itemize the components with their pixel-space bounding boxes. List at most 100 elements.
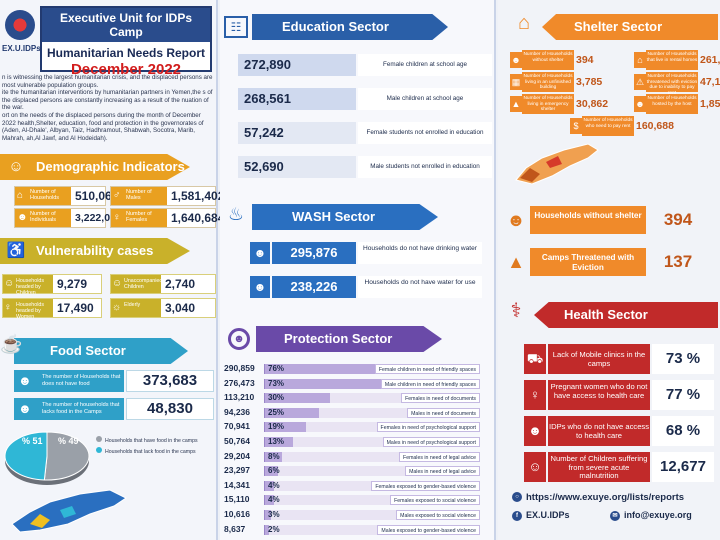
family-icon: ☻ xyxy=(524,416,546,446)
wash-row-use: ☻ 238,226 Households do not have water for… xyxy=(250,276,482,298)
caduceus-icon: ⚕ xyxy=(510,300,522,322)
protection-value: 14,341 xyxy=(224,479,250,490)
demo-females: ♀ Number of Females 1,640,684 xyxy=(110,208,224,228)
shelter-banner: Shelter Sector xyxy=(542,14,718,40)
shelter-title: Shelter Sector xyxy=(574,19,663,34)
protection-hands-icon: ☻ xyxy=(228,328,250,350)
family-icon: ☻ xyxy=(510,52,522,68)
food-title: Food Sector xyxy=(50,343,126,358)
health-banner: Health Sector xyxy=(534,302,718,328)
edu-row: 268,561 Male children at school age xyxy=(238,88,492,110)
protection-value: 113,210 xyxy=(224,392,255,403)
food-bowl-icon: ☕ xyxy=(0,334,23,354)
people-icon: ☺ xyxy=(8,158,24,175)
intro-paragraph: ort on the needs of the displaced person… xyxy=(2,111,204,142)
protection-percent: 13% xyxy=(268,437,285,446)
child-icon: ☺ xyxy=(524,452,546,482)
food-pie-chart xyxy=(4,431,90,485)
family-icon: ☻ xyxy=(18,401,32,416)
house-icon: ⌂ xyxy=(17,190,24,201)
vuln-women-headed: ♀ Households headed by Women 17,490 xyxy=(2,298,102,320)
right-column: ⌂ Shelter Sector ☻ Number of Households w… xyxy=(498,0,720,540)
education-title: Education Sector xyxy=(282,19,389,34)
protection-bar: 13% Males in need of psychological suppor… xyxy=(264,437,480,447)
protection-bar: 2% Males exposed to gender-based violence xyxy=(264,524,480,535)
health-row: ♀ Pregnant women who do not have access t… xyxy=(524,380,714,410)
protection-percent: 25% xyxy=(268,407,285,417)
protection-row: 15,110 4% Females exposed to social violen… xyxy=(224,494,490,506)
protection-label: Male children in need of friendly spaces xyxy=(380,378,480,389)
protection-percent: 19% xyxy=(268,422,285,432)
protection-percent: 8% xyxy=(268,451,280,461)
wheelchair-icon: ♿ xyxy=(6,242,26,259)
edu-row: 57,242 Female students not enrolled in ed… xyxy=(238,122,492,144)
protection-label: Female children in need of friendly spac… xyxy=(374,364,480,374)
wash-title: WASH Sector xyxy=(292,209,376,224)
pregnant-woman-icon: ♀ xyxy=(524,380,546,410)
logo-mark-icon xyxy=(5,10,35,40)
legend-entry: Households that have food in the camps xyxy=(96,436,216,447)
left-column: EX.U.IDPs Executive Unit for IDPs Camp H… xyxy=(0,0,224,540)
legend-entry: Households that lack food in the camps xyxy=(96,447,216,458)
protection-label: Females in need of documents xyxy=(401,393,480,404)
shelter-tile: $ Number of Households who need to pay re… xyxy=(570,116,680,136)
footer-url[interactable]: ○ https://www.exuye.org/lists/reports xyxy=(512,492,684,503)
family-icon: ☻ xyxy=(506,210,526,230)
protection-percent: 6% xyxy=(268,466,280,476)
protection-label: Females exposed to social violence xyxy=(390,495,480,506)
education-banner: Education Sector xyxy=(252,14,448,40)
family-icon: ☻ xyxy=(18,373,32,388)
header-subtitle: Humanitarian Needs Report xyxy=(46,46,206,60)
protection-row: 70,941 19% Females in need of psychologica… xyxy=(224,421,490,433)
family-icon: ☻ xyxy=(17,212,28,223)
vuln-unaccompanied: ☺ Unaccompanied Children 2,740 xyxy=(110,274,216,294)
protection-bar: 30% Females in need of documents xyxy=(264,393,480,404)
edu-row: 272,890 Female children at school age xyxy=(238,54,492,76)
yemen-map-icon xyxy=(11,489,127,533)
header-date: December 2022 xyxy=(70,61,182,78)
health-row: ☻ IDPs who do not have access to health c… xyxy=(524,416,714,446)
food-row-no-food: ☻ The number of Households that does not … xyxy=(14,370,214,392)
rent-icon: $ xyxy=(570,118,582,134)
demographic-title: Demographic Indicators xyxy=(36,159,185,174)
family-icon: ☻ xyxy=(250,276,270,298)
logo: EX.U.IDPs xyxy=(2,6,41,66)
protection-bar-fill xyxy=(265,480,274,491)
child-icon: ☺ xyxy=(112,278,123,289)
demo-individuals: ☻ Number of Individuals 3,222,086 xyxy=(14,208,122,228)
intro-paragraph: ite the humanitarian interventions by hu… xyxy=(2,89,213,112)
protection-row: 14,341 4% Females exposed to gender-based … xyxy=(224,480,490,491)
shelter-big-camps: ▲ Camps Threatened with Eviction 137 xyxy=(504,248,714,276)
footer-email[interactable]: ✉ info@exuye.org xyxy=(610,510,692,521)
demo-households: ⌂ Number of Households 510,068 xyxy=(14,186,118,206)
protection-bar-fill xyxy=(265,524,270,535)
protection-banner: Protection Sector xyxy=(256,326,442,352)
protection-row: 94,236 25% Males in need of documents xyxy=(224,407,490,418)
edu-row: 52,690 Male students not enrolled in educ… xyxy=(238,156,492,178)
protection-row: 23,297 6% Males in need of legal advice xyxy=(224,465,490,477)
intro-paragraph: n is witnessing the largest humanitarian… xyxy=(2,74,213,89)
health-title: Health Sector xyxy=(564,307,648,322)
protection-bar: 19% Females in need of psychological supp… xyxy=(264,422,480,433)
protection-label: Females exposed to gender-based violence xyxy=(371,480,480,491)
protection-bar-fill xyxy=(265,378,423,389)
health-row: ☺ Number of Children suffering from sever… xyxy=(524,452,714,482)
header-title: Executive Unit for IDPs Camp xyxy=(42,8,210,42)
protection-percent: 73% xyxy=(268,378,285,388)
protection-value: 50,764 xyxy=(224,436,250,446)
footer-social[interactable]: f EX.U.IDPs xyxy=(512,510,570,521)
pie-slice-a xyxy=(43,431,90,481)
wash-banner: WASH Sector xyxy=(252,204,438,230)
pie-label-b: % 49 xyxy=(58,436,79,446)
shelter-tile: ⚠ Number of Households threatened with ev… xyxy=(634,72,720,96)
protection-percent: 30% xyxy=(268,393,285,403)
protection-row: 276,473 73% Male children in need of frien… xyxy=(224,378,490,389)
protection-percent: 4% xyxy=(268,495,280,505)
protection-bar: 73% Male children in need of friendly spa… xyxy=(264,378,480,389)
protection-bar-fill xyxy=(265,510,272,520)
protection-row: 50,764 13% Males in need of psychological … xyxy=(224,436,490,447)
protection-label: Males exposed to gender-based violence xyxy=(377,524,480,535)
child-icon: ☺ xyxy=(4,278,15,289)
tent-icon: ▲ xyxy=(507,252,525,272)
protection-label: Males in need of documents xyxy=(407,407,480,418)
